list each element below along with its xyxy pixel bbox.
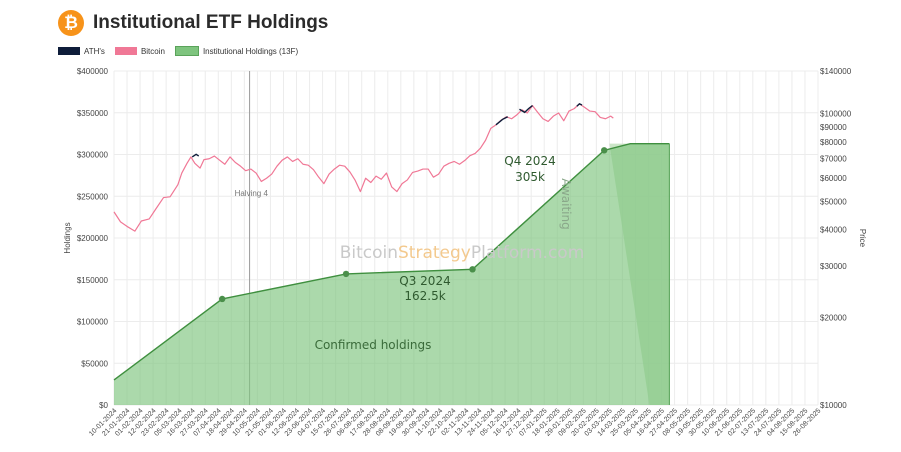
annotation-q4-value: 305k <box>515 170 545 184</box>
y-left-tick-label: $400000 <box>77 67 109 76</box>
y-right-tick-label: $10000 <box>820 401 847 410</box>
y-right-tick-label: $70000 <box>820 155 847 164</box>
legend-swatch-holdings <box>174 46 199 56</box>
y-right-tick-label: $30000 <box>820 262 847 271</box>
annotation-q4-title: Q4 2024 <box>504 154 555 168</box>
legend-item-ath[interactable]: ATH's <box>58 47 105 56</box>
annotation-q3-title: Q3 2024 <box>399 274 450 288</box>
halving-label: Halving 4 <box>235 189 269 198</box>
page-title: Institutional ETF Holdings <box>93 12 329 33</box>
legend-item-holdings[interactable]: Institutional Holdings (13F) <box>174 46 299 56</box>
y-left-tick-label: $250000 <box>77 192 109 201</box>
legend-swatch-bitcoin <box>114 47 137 55</box>
watermark: BitcoinStrategyPlatform.com <box>340 243 585 263</box>
y-left-tick-label: $50000 <box>81 359 108 368</box>
y-right-tick-label: $90000 <box>820 123 847 132</box>
y-left-tick-label: $0 <box>99 401 108 410</box>
legend-swatch-ath <box>58 47 80 55</box>
y-left-axis-title: Holdings <box>63 222 72 253</box>
annotation-confirmed-holdings: Confirmed holdings <box>315 338 432 352</box>
y-right-tick-label: $40000 <box>820 226 847 235</box>
legend-label-ath: ATH's <box>84 46 105 56</box>
ath-segment <box>495 116 509 126</box>
holdings-marker <box>219 295 226 303</box>
y-left-tick-label: $350000 <box>77 109 109 118</box>
y-right-tick-label: $100000 <box>820 110 852 119</box>
legend-label-holdings: Institutional Holdings (13F) <box>202 46 299 56</box>
legend-label-bitcoin: Bitcoin <box>140 46 165 56</box>
annotation-q3-value: 162.5k <box>404 289 445 303</box>
y-right-tick-label: $60000 <box>820 174 847 183</box>
y-left-tick-label: $300000 <box>77 151 109 160</box>
annotation-awaiting: Awaiting <box>559 178 573 230</box>
bitcoin-price-line <box>113 103 614 232</box>
y-right-axis-title: Price <box>858 229 867 248</box>
holdings-marker <box>600 147 608 154</box>
y-left-tick-label: $100000 <box>77 318 109 327</box>
y-right-tick-label: $50000 <box>820 197 847 206</box>
holdings-marker <box>342 270 350 278</box>
chart-header: ₿ Institutional ETF Holdings <box>58 8 328 38</box>
y-right-tick-label: $140000 <box>820 67 852 76</box>
chart-legend: ATH's Bitcoin Institutional Holdings (13… <box>58 46 308 56</box>
holdings-marker <box>469 266 476 273</box>
ath-segment <box>191 153 200 158</box>
confirmed-holdings-area <box>114 143 670 405</box>
y-left-tick-label: $150000 <box>77 276 109 285</box>
y-right-tick-label: $20000 <box>820 313 847 322</box>
y-right-tick-label: $80000 <box>820 138 847 147</box>
y-left-tick-label: $200000 <box>77 234 109 243</box>
legend-item-bitcoin[interactable]: Bitcoin <box>114 46 165 56</box>
bitcoin-logo-icon: ₿ <box>58 10 84 36</box>
ath-segment <box>519 105 533 114</box>
ath-segment <box>576 103 583 107</box>
